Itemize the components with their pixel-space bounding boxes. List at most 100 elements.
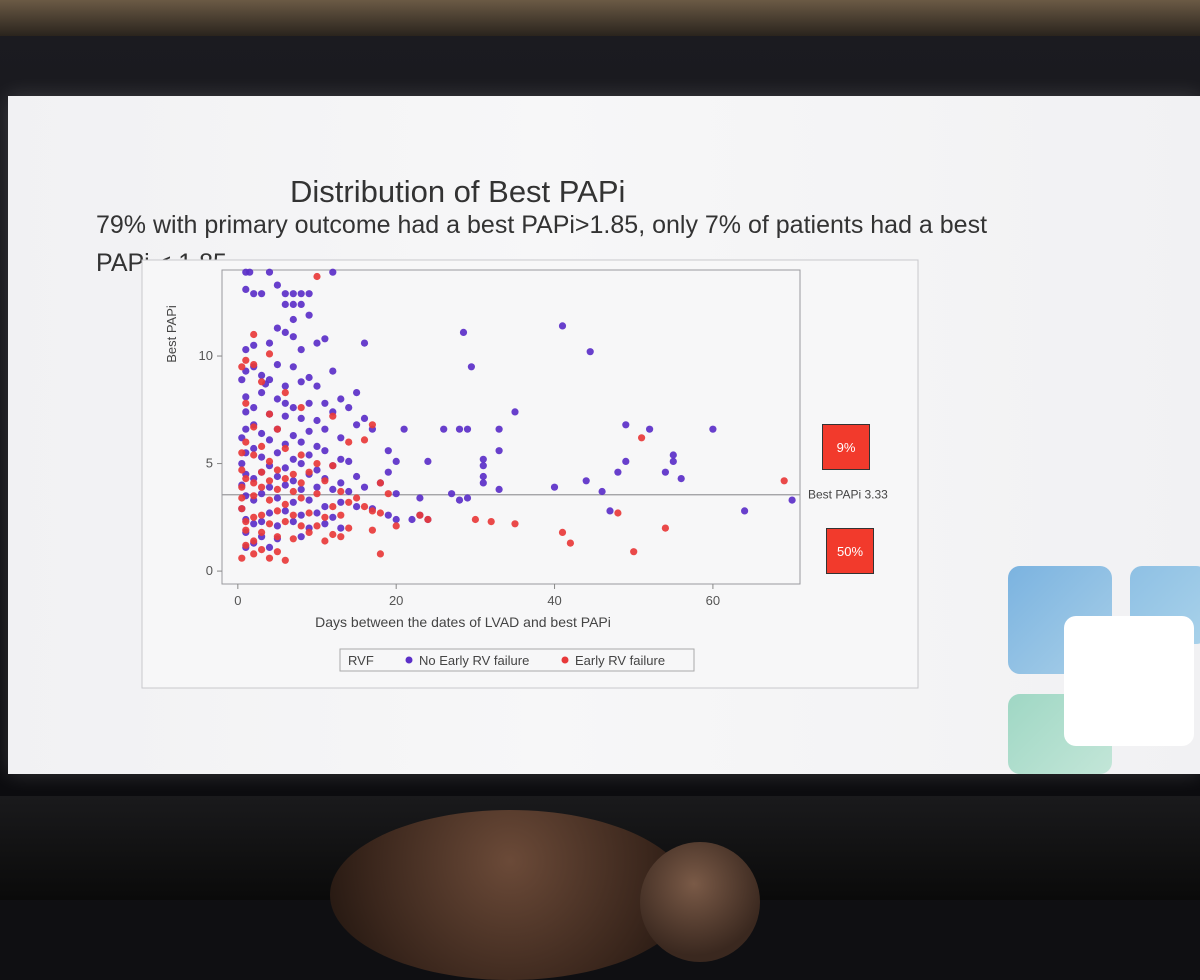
point-no-early-rv-failure — [273, 449, 281, 457]
point-no-early-rv-failure — [345, 404, 353, 412]
point-no-early-rv-failure — [305, 311, 313, 319]
point-no-early-rv-failure — [258, 453, 266, 461]
point-early-rv-failure — [305, 468, 313, 476]
point-early-rv-failure — [242, 518, 250, 526]
point-early-rv-failure — [250, 423, 258, 431]
point-early-rv-failure — [321, 537, 329, 545]
point-early-rv-failure — [258, 378, 266, 386]
point-early-rv-failure — [258, 442, 266, 450]
point-no-early-rv-failure — [408, 515, 416, 524]
point-early-rv-failure — [250, 537, 258, 545]
presentation-slide: Distribution of Best PAPi 79% with prima… — [8, 96, 1200, 774]
point-early-rv-failure — [250, 550, 258, 558]
slide-subtitle: 79% with primary outcome had a best PAPi… — [96, 211, 988, 277]
point-no-early-rv-failure — [265, 509, 274, 517]
point-no-early-rv-failure — [788, 496, 796, 504]
point-no-early-rv-failure — [273, 494, 281, 502]
point-early-rv-failure — [265, 350, 274, 358]
point-no-early-rv-failure — [258, 518, 266, 526]
point-early-rv-failure — [238, 449, 246, 457]
point-early-rv-failure — [337, 487, 345, 496]
y-axis-label: Best PAPi — [164, 305, 179, 363]
point-early-rv-failure — [242, 356, 250, 364]
point-no-early-rv-failure — [337, 479, 345, 487]
point-no-early-rv-failure — [297, 414, 305, 422]
point-no-early-rv-failure — [646, 425, 654, 433]
point-no-early-rv-failure — [281, 481, 289, 489]
point-no-early-rv-failure — [289, 404, 297, 412]
point-no-early-rv-failure — [661, 468, 670, 476]
point-early-rv-failure — [250, 479, 258, 487]
point-early-rv-failure — [281, 389, 289, 397]
point-no-early-rv-failure — [305, 496, 313, 504]
point-early-rv-failure — [250, 492, 258, 500]
legend-label-rvf: Early RV failure — [575, 653, 665, 668]
point-no-early-rv-failure — [273, 472, 281, 481]
point-no-early-rv-failure — [289, 333, 297, 341]
point-early-rv-failure — [242, 438, 250, 446]
point-early-rv-failure — [258, 528, 266, 536]
point-no-early-rv-failure — [455, 425, 464, 433]
point-early-rv-failure — [558, 528, 567, 536]
point-early-rv-failure — [238, 505, 246, 513]
point-early-rv-failure — [289, 487, 297, 496]
point-no-early-rv-failure — [321, 503, 329, 511]
point-no-early-rv-failure — [495, 425, 503, 433]
x-tick-label: 40 — [547, 593, 561, 608]
point-no-early-rv-failure — [321, 399, 329, 407]
point-early-rv-failure — [273, 533, 281, 541]
point-early-rv-failure — [313, 272, 321, 281]
point-no-early-rv-failure — [289, 477, 297, 485]
point-no-early-rv-failure — [345, 457, 353, 465]
room-ceiling — [0, 0, 1200, 36]
x-tick-label: 0 — [234, 593, 241, 608]
point-no-early-rv-failure — [305, 451, 313, 459]
point-no-early-rv-failure — [353, 503, 361, 511]
point-early-rv-failure — [345, 498, 353, 506]
point-no-early-rv-failure — [242, 425, 250, 433]
point-no-early-rv-failure — [289, 432, 297, 440]
point-early-rv-failure — [250, 330, 258, 339]
point-no-early-rv-failure — [622, 421, 630, 429]
point-no-early-rv-failure — [741, 507, 749, 515]
point-no-early-rv-failure — [289, 455, 297, 463]
legend-title: RVF — [348, 653, 374, 668]
x-tick-label: 20 — [389, 593, 403, 608]
point-no-early-rv-failure — [281, 464, 289, 472]
point-no-early-rv-failure — [305, 427, 313, 435]
point-no-early-rv-failure — [353, 389, 361, 397]
point-no-early-rv-failure — [313, 509, 321, 517]
point-no-early-rv-failure — [273, 361, 281, 369]
point-early-rv-failure — [265, 457, 274, 465]
point-early-rv-failure — [273, 507, 281, 515]
point-no-early-rv-failure — [297, 438, 305, 446]
point-early-rv-failure — [238, 554, 246, 562]
point-no-early-rv-failure — [281, 290, 289, 298]
point-early-rv-failure — [297, 494, 305, 502]
point-early-rv-failure — [238, 466, 246, 474]
point-no-early-rv-failure — [467, 363, 475, 371]
point-early-rv-failure — [360, 503, 369, 511]
point-no-early-rv-failure — [273, 281, 281, 289]
point-no-early-rv-failure — [511, 408, 519, 416]
point-early-rv-failure — [242, 399, 250, 407]
point-no-early-rv-failure — [598, 487, 606, 496]
point-early-rv-failure — [265, 496, 274, 504]
point-no-early-rv-failure — [384, 447, 392, 455]
point-no-early-rv-failure — [353, 472, 361, 481]
point-no-early-rv-failure — [669, 451, 677, 459]
institution-logo — [1008, 566, 1200, 774]
point-no-early-rv-failure — [273, 522, 281, 530]
point-early-rv-failure — [281, 500, 289, 508]
chart-panel — [141, 259, 919, 689]
legend-box — [339, 648, 695, 672]
point-no-early-rv-failure — [424, 457, 432, 465]
point-early-rv-failure — [329, 462, 337, 470]
point-early-rv-failure — [630, 548, 638, 556]
point-no-early-rv-failure — [677, 475, 685, 483]
point-no-early-rv-failure — [582, 477, 590, 485]
point-no-early-rv-failure — [337, 455, 345, 463]
point-no-early-rv-failure — [495, 447, 503, 455]
legend-marker-rvf — [561, 656, 569, 664]
point-early-rv-failure — [305, 509, 313, 517]
